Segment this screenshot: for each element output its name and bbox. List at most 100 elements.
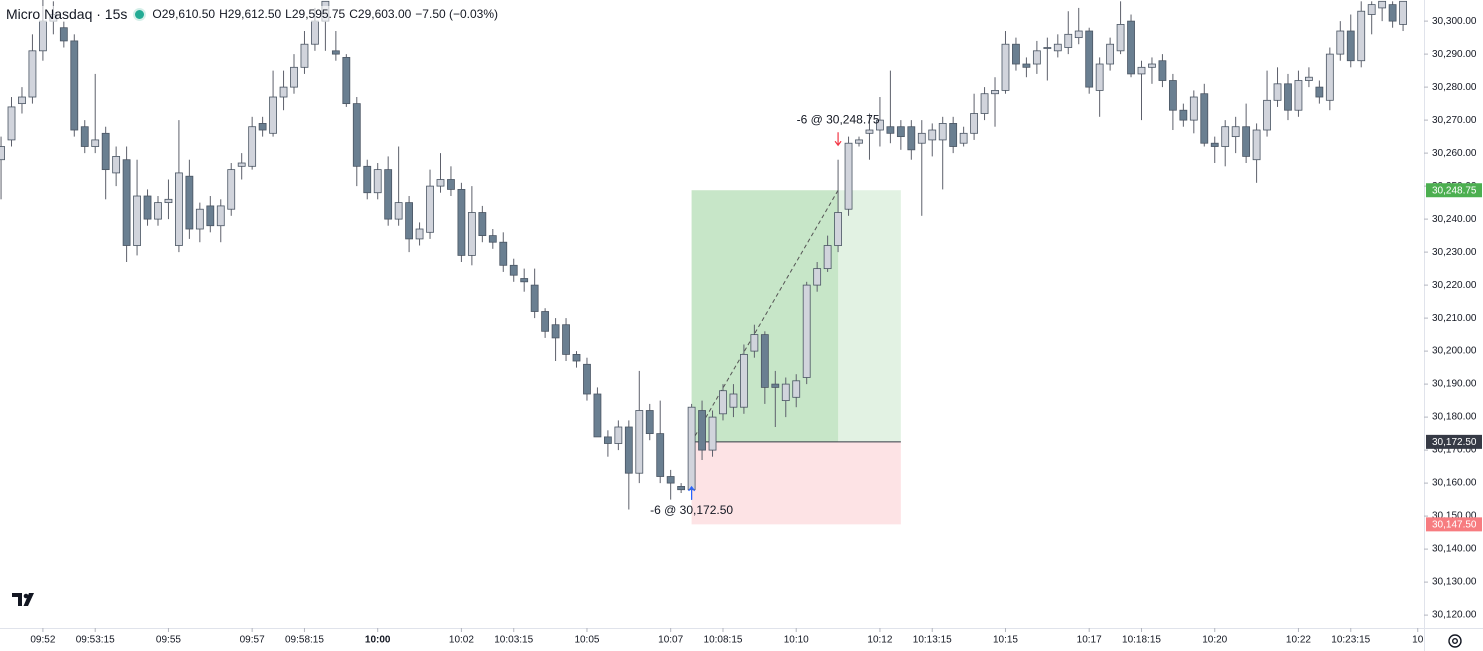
time-label: 10:08:15 xyxy=(704,635,743,646)
candle-body xyxy=(593,393,602,438)
candle-body xyxy=(896,126,905,138)
candle-body xyxy=(886,126,895,134)
time-label: 09:53:15 xyxy=(76,635,115,646)
candle-body xyxy=(509,264,518,276)
price-label: 30,200.00 xyxy=(1432,346,1477,357)
candle-body xyxy=(1200,93,1209,144)
candle-body xyxy=(258,123,267,131)
plot-area: -6 @ 30,172.50 -6 @ 30,248.75 xyxy=(0,0,1407,525)
candle-body xyxy=(185,175,194,230)
candle-body xyxy=(760,334,769,388)
candle-body xyxy=(1231,126,1240,138)
candle-body xyxy=(342,57,351,105)
ohlc-value: −7.50 (−0.03%) xyxy=(415,7,499,21)
candle-body xyxy=(698,410,706,451)
candle-body xyxy=(876,119,884,131)
price-label: 30,260.00 xyxy=(1432,148,1477,159)
candle-body xyxy=(1367,4,1376,15)
price-label: 30,280.00 xyxy=(1432,82,1477,93)
price-tag-label: 30,147.50 xyxy=(1432,519,1477,530)
candle-body xyxy=(562,324,570,355)
candle-body xyxy=(677,486,686,491)
candle-body xyxy=(635,410,644,474)
candle-body xyxy=(133,195,141,246)
candle-body xyxy=(248,126,257,167)
candle-body xyxy=(91,139,100,147)
candle-body xyxy=(1263,99,1271,131)
candle-body xyxy=(970,113,978,134)
candle-body xyxy=(959,132,968,144)
sell-arrow xyxy=(834,132,842,147)
candle-body xyxy=(206,205,215,227)
time-label: 09:55 xyxy=(156,635,181,646)
candle-body xyxy=(1085,30,1094,88)
candle-body xyxy=(1116,24,1125,52)
candle-body xyxy=(373,169,382,194)
time-label: 10:17 xyxy=(1077,635,1102,646)
candle-body xyxy=(1012,43,1020,65)
price-label: 30,240.00 xyxy=(1432,214,1477,225)
ohlc-value: C29,603.00 xyxy=(349,7,412,21)
candle-body xyxy=(426,185,434,233)
candle-body xyxy=(269,96,277,134)
candle-body xyxy=(792,380,801,398)
candle-body xyxy=(771,383,780,388)
candle-body xyxy=(59,27,68,42)
candle-body xyxy=(551,324,560,339)
candle-body xyxy=(216,205,225,227)
candle-body xyxy=(1284,83,1292,111)
candle-body xyxy=(907,126,916,151)
candle-body xyxy=(457,189,466,256)
candle-body xyxy=(844,142,853,210)
candle-body xyxy=(38,20,47,52)
candle-body xyxy=(813,268,822,286)
time-label: 10:18:15 xyxy=(1122,635,1161,646)
candle-body xyxy=(1399,0,1407,25)
candle-body xyxy=(991,90,999,95)
candle-body xyxy=(781,383,790,402)
candle-body xyxy=(1315,86,1324,98)
price-label: 30,120.00 xyxy=(1432,610,1477,621)
loss-zone xyxy=(691,441,901,525)
candle-body xyxy=(949,123,958,147)
buy-arrow xyxy=(688,485,696,500)
candle-body xyxy=(331,50,340,55)
candle-body xyxy=(1095,63,1104,91)
time-label: 09:52 xyxy=(30,635,55,646)
settings-icon[interactable] xyxy=(1448,634,1462,648)
candle-body xyxy=(1242,126,1251,157)
price-tag xyxy=(1426,434,1482,449)
candle-body xyxy=(1221,126,1230,147)
candle-body xyxy=(624,426,633,474)
candle-body xyxy=(1127,20,1135,75)
candle-body xyxy=(80,126,89,147)
candle-body xyxy=(572,354,581,362)
candle-body xyxy=(687,406,696,491)
candle-body xyxy=(1064,33,1073,48)
tv-logo[interactable] xyxy=(12,593,34,606)
axes: 30,120.0030,130.0030,140.0030,150.0030,1… xyxy=(30,16,1482,646)
candle-body xyxy=(352,103,361,167)
price-tag xyxy=(1426,517,1482,532)
candle-body xyxy=(311,20,319,45)
ohlc-value: O29,610.50 xyxy=(152,7,216,21)
candle-body xyxy=(175,172,183,246)
candle-body xyxy=(143,195,152,220)
candle-body xyxy=(583,363,591,395)
time-label: 10:15 xyxy=(993,635,1018,646)
candle-body xyxy=(1158,60,1167,81)
candle-body xyxy=(1273,83,1282,101)
candle-body xyxy=(1305,76,1313,81)
candle-body xyxy=(1043,47,1052,49)
candle-body xyxy=(1001,43,1010,91)
candle-body xyxy=(28,50,37,98)
symbol-title[interactable]: Micro Nasdaq · 15s xyxy=(6,6,128,22)
time-label: 10:12 xyxy=(867,635,892,646)
candle-body xyxy=(1378,0,1387,9)
candle-body xyxy=(541,311,550,332)
candle-body xyxy=(499,241,508,266)
candle-body xyxy=(802,284,811,378)
candle-body xyxy=(1357,10,1366,62)
price-label: 30,170.00 xyxy=(1432,445,1477,456)
